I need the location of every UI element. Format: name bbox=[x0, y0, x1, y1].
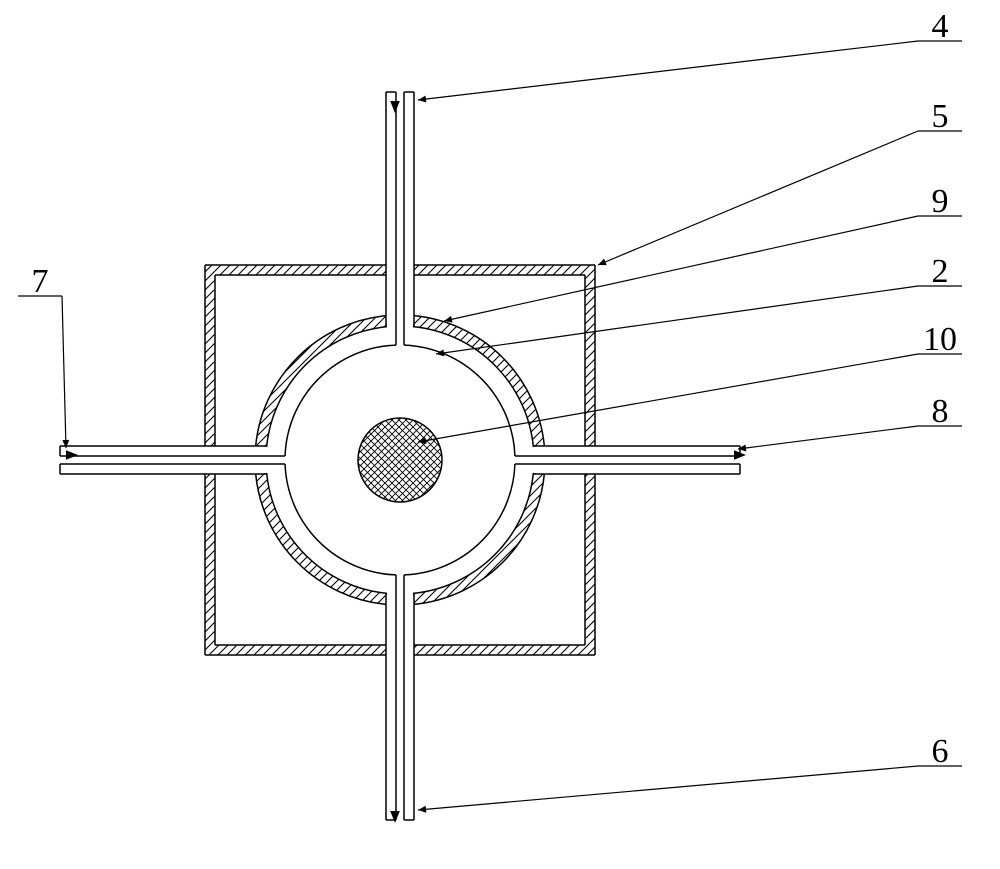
diagram-svg bbox=[0, 0, 1000, 869]
callout-label-6: 6 bbox=[915, 733, 965, 771]
square-opening-3 bbox=[584, 446, 596, 474]
flow-arrow bbox=[390, 101, 400, 113]
square-opening-2 bbox=[204, 446, 216, 474]
leader-line bbox=[418, 766, 918, 810]
leader-line bbox=[598, 131, 918, 265]
ring-hatch bbox=[413, 316, 544, 447]
core-circle bbox=[358, 418, 442, 502]
leader-line bbox=[418, 41, 918, 100]
callout-label-10: 10 bbox=[915, 321, 965, 359]
ring-hatch bbox=[256, 473, 387, 604]
callout-label-9: 9 bbox=[915, 183, 965, 221]
leader-arrowhead bbox=[62, 440, 69, 448]
leader-line bbox=[418, 354, 918, 442]
flow-arrow bbox=[390, 811, 400, 823]
leader-line bbox=[62, 296, 66, 448]
leader-arrowhead bbox=[418, 96, 426, 103]
ring-hatch bbox=[256, 316, 387, 447]
callout-label-4: 4 bbox=[915, 8, 965, 46]
ring-hatch bbox=[413, 473, 544, 604]
callout-label-8: 8 bbox=[915, 393, 965, 431]
callout-label-5: 5 bbox=[915, 98, 965, 136]
flow-arrow bbox=[66, 450, 78, 460]
square-opening-0 bbox=[386, 264, 414, 276]
leader-line bbox=[738, 426, 918, 449]
square-opening-1 bbox=[386, 644, 414, 656]
leader-line bbox=[436, 286, 918, 354]
callout-label-2: 2 bbox=[915, 253, 965, 291]
callout-label-7: 7 bbox=[15, 263, 65, 301]
